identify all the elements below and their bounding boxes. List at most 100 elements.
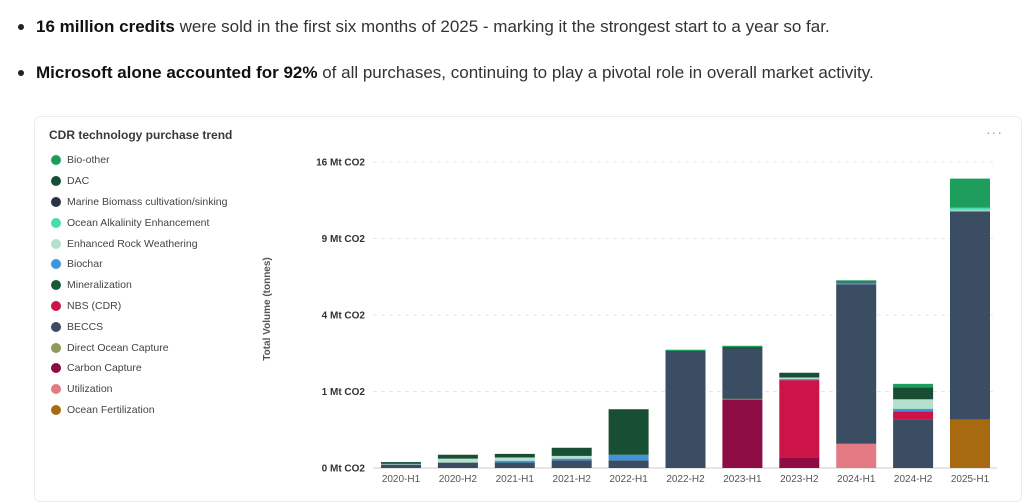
bar-segment[interactable] — [950, 207, 990, 210]
bullet-text: of all purchases, continuing to play a p… — [317, 63, 874, 82]
legend-item[interactable]: Utilization — [51, 379, 227, 400]
bar-segment[interactable] — [722, 347, 763, 349]
chart-title: CDR technology purchase trend — [49, 128, 233, 142]
bar-segment[interactable] — [665, 350, 706, 352]
bullet-text: were sold in the first six months of 202… — [174, 17, 830, 36]
legend-label: Bio-other — [67, 154, 110, 167]
x-tick-label: 2025-H1 — [951, 474, 990, 485]
bar-segment[interactable] — [893, 411, 934, 420]
bar-segment[interactable] — [381, 464, 421, 468]
legend-item[interactable]: Carbon Capture — [51, 358, 227, 379]
legend-item[interactable]: BECCS — [51, 316, 227, 337]
bar-segment[interactable] — [551, 447, 592, 456]
bar-segment[interactable] — [836, 282, 877, 285]
bar-segment[interactable] — [665, 349, 706, 352]
bullet-item: Microsoft alone accounted for 92% of all… — [14, 60, 1014, 86]
bar-segment[interactable] — [779, 377, 820, 380]
bar-segment[interactable] — [893, 383, 934, 388]
bar-segment[interactable] — [836, 280, 877, 282]
bar-segment[interactable] — [950, 209, 990, 211]
x-tick-label: 2023-H2 — [780, 474, 819, 485]
bar-segment[interactable] — [950, 210, 990, 212]
bar-segment[interactable] — [437, 462, 478, 468]
legend-label: Carbon Capture — [67, 362, 142, 375]
legend-swatch-icon — [51, 384, 61, 395]
legend-item[interactable]: Bio-other — [51, 150, 227, 171]
bar-segment[interactable] — [608, 460, 649, 468]
bar-segment[interactable] — [779, 378, 820, 381]
legend-item[interactable]: DAC — [51, 171, 227, 192]
legend-item[interactable]: Ocean Fertilization — [51, 400, 227, 421]
x-tick-label: 2020-H1 — [382, 474, 421, 485]
bar-segment[interactable] — [722, 345, 763, 348]
bar-segment[interactable] — [836, 281, 877, 283]
x-tick-label: 2023-H1 — [723, 474, 762, 485]
y-tick-label: 9 Mt CO2 — [322, 234, 366, 245]
legend-item[interactable]: Biochar — [51, 254, 227, 275]
bar-segment[interactable] — [836, 443, 877, 468]
bar-segment[interactable] — [950, 178, 990, 208]
bullet-dot-icon — [18, 70, 24, 76]
legend-label: Mineralization — [67, 279, 132, 292]
legend-label: Enhanced Rock Weathering — [67, 237, 198, 250]
legend-item[interactable]: Enhanced Rock Weathering — [51, 233, 227, 254]
bar-segment[interactable] — [437, 454, 478, 459]
legend-label: DAC — [67, 175, 90, 188]
bar-segment[interactable] — [893, 399, 934, 409]
bar-segment[interactable] — [779, 380, 820, 458]
legend-label: Biochar — [67, 258, 103, 271]
y-tick-label: 1 Mt CO2 — [322, 387, 366, 398]
bar-segment[interactable] — [551, 458, 592, 461]
legend-item[interactable]: Marine Biomass cultivation/sinking — [51, 192, 227, 213]
chart-legend: Bio-other DAC Marine Biomass cultivation/s… — [51, 150, 227, 420]
bar-segment[interactable] — [950, 419, 990, 468]
bar-segment[interactable] — [494, 457, 535, 461]
bar-segment[interactable] — [950, 211, 990, 420]
bar-segment[interactable] — [437, 458, 478, 463]
bar-segment[interactable] — [381, 463, 421, 465]
bar-segment[interactable] — [893, 419, 934, 468]
legend-swatch-icon — [51, 259, 61, 270]
legend-label: NBS (CDR) — [67, 299, 122, 312]
bar-segment[interactable] — [722, 398, 763, 400]
legend-label: Ocean Alkalinity Enhancement — [67, 216, 210, 229]
legend-label: Ocean Fertilization — [67, 403, 155, 416]
legend-swatch-icon — [51, 363, 61, 374]
bar-segment[interactable] — [608, 454, 649, 461]
bar-segment[interactable] — [836, 284, 877, 444]
bar-segment[interactable] — [665, 351, 706, 468]
x-tick-label: 2022-H2 — [666, 474, 705, 485]
bar-segment[interactable] — [893, 408, 934, 412]
bullet-bold-text: 16 million credits — [36, 17, 175, 36]
x-tick-label: 2024-H2 — [894, 474, 933, 485]
bar-segment[interactable] — [779, 372, 820, 378]
more-horizontal-icon[interactable]: ··· — [986, 124, 1003, 140]
bar-segment[interactable] — [494, 453, 535, 458]
bullet-list: 16 million credits were sold in the firs… — [14, 14, 1014, 86]
bullet-dot-icon — [18, 24, 24, 30]
legend-swatch-icon — [51, 404, 61, 415]
legend-item[interactable]: Mineralization — [51, 275, 227, 296]
bar-segment[interactable] — [722, 348, 763, 399]
bar-segment[interactable] — [381, 462, 421, 464]
legend-item[interactable]: NBS (CDR) — [51, 296, 227, 317]
chart-plot: 0 Mt CO2 1 Mt CO2 4 Mt CO2 9 Mt CO2 16 Mt CO… — [262, 158, 997, 485]
legend-item[interactable]: Direct Ocean Capture — [51, 337, 227, 358]
bar-segment[interactable] — [551, 455, 592, 459]
y-tick-label: 16 Mt CO2 — [316, 158, 365, 169]
bar-segment[interactable] — [779, 457, 820, 468]
x-tick-label: 2021-H2 — [553, 474, 592, 485]
legend-swatch-icon — [51, 300, 61, 311]
bar-segment[interactable] — [494, 460, 535, 463]
bar-segment[interactable] — [494, 462, 535, 468]
legend-item[interactable]: Ocean Alkalinity Enhancement — [51, 212, 227, 233]
legend-swatch-icon — [51, 342, 61, 353]
bar-segment[interactable] — [551, 460, 592, 468]
bar-segment[interactable] — [608, 409, 649, 455]
x-tick-label: 2020-H2 — [439, 474, 478, 485]
bar-segment[interactable] — [893, 387, 934, 400]
legend-label: BECCS — [67, 320, 104, 333]
bar-segment[interactable] — [722, 399, 763, 468]
bullet-item: 16 million credits were sold in the firs… — [14, 14, 1014, 40]
bullet-bold-text: Microsoft alone accounted for 92% — [36, 63, 318, 82]
